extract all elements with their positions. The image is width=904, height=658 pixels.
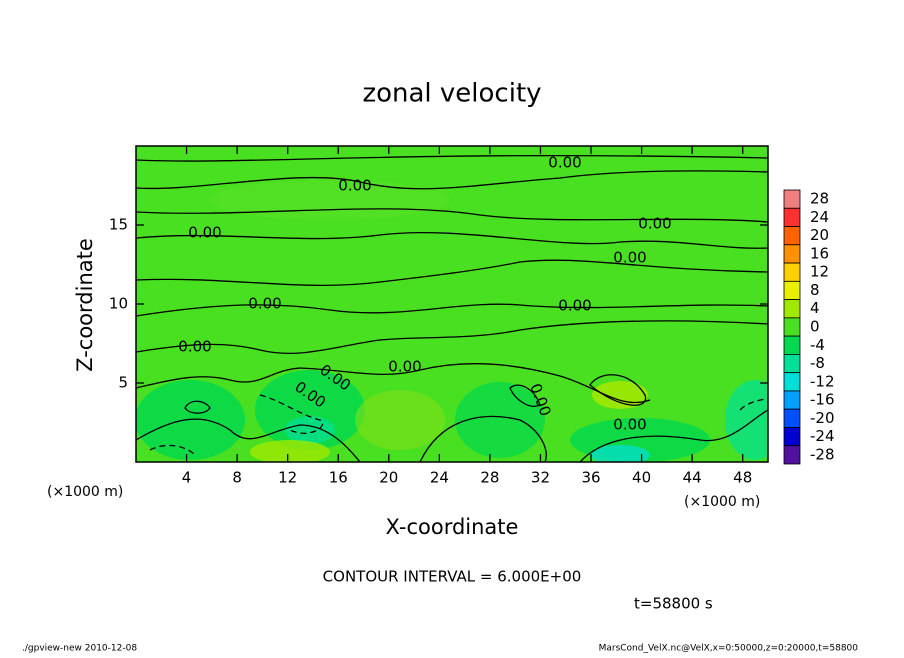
colorbar-label: -4	[810, 336, 825, 354]
x-tick-label: 28	[480, 469, 499, 487]
field-blob	[590, 445, 650, 462]
colorbar-box	[783, 262, 801, 282]
contour-lines	[136, 154, 768, 462]
x-tick-label: 40	[632, 469, 651, 487]
contour-interval: CONTOUR INTERVAL = 6.000E+00	[323, 568, 582, 586]
contour-label: 0.00	[638, 215, 671, 233]
x-tick-label: 12	[278, 469, 297, 487]
contour-label: 0.00	[248, 295, 281, 313]
colorbar-label: -12	[810, 372, 835, 390]
contour-label: 0.00	[338, 177, 371, 195]
colorbar-box	[783, 189, 801, 209]
colorbar-box	[783, 299, 801, 319]
colorbar-label: 16	[810, 244, 829, 262]
colorbar-label: 8	[810, 281, 820, 299]
x-tick-label: 24	[430, 469, 449, 487]
footer-right: MarsCond_VelX.nc@VelX,x=0:50000,z=0:2000…	[599, 644, 859, 654]
colorbar-box	[783, 390, 801, 410]
contour-label: 0.00	[178, 338, 211, 356]
contour-label: 0.00	[558, 297, 591, 315]
contour-label: 0.00	[388, 358, 421, 376]
colorbar-label: 28	[810, 190, 829, 208]
field-blob	[725, 380, 768, 460]
field-blob	[210, 180, 450, 220]
field-blob	[355, 390, 445, 450]
x-tick-label: 8	[232, 469, 242, 487]
x-unit: (×1000 m)	[684, 494, 760, 510]
colorbar-label: -8	[810, 354, 825, 372]
contour-label: 0.00	[548, 154, 581, 172]
x-tick-label: 44	[683, 469, 702, 487]
y-unit: (×1000 m)	[47, 484, 123, 500]
colorbar-label: -28	[810, 445, 835, 463]
y-tick-label: 5	[118, 374, 128, 392]
colorbar-box	[783, 244, 801, 264]
field-blob	[250, 440, 330, 462]
colorbar-box	[783, 335, 801, 355]
colorbar-box	[783, 207, 801, 227]
contour-label: 0.00	[613, 249, 646, 267]
colorbar-label: 0	[810, 318, 820, 336]
x-tick-label: 36	[581, 469, 600, 487]
x-tick-label: 20	[379, 469, 398, 487]
colorbar-box	[783, 445, 801, 465]
colorbar-box	[783, 427, 801, 447]
colorbar-label: -20	[810, 409, 835, 427]
footer-left: ./gpview-new 2010-12-08	[22, 644, 137, 654]
colorbar-label: 12	[810, 263, 829, 281]
x-tick-label: 16	[329, 469, 348, 487]
field	[136, 146, 768, 462]
colorbar-box	[783, 408, 801, 428]
colorbar-box	[783, 280, 801, 301]
colorbar-box	[783, 317, 801, 337]
colorbar-box	[783, 353, 801, 374]
x-tick-label: 48	[733, 469, 752, 487]
colorbar-label: -24	[810, 427, 835, 445]
chart-title: zonal velocity	[362, 79, 541, 109]
y-tick-label: 10	[109, 295, 128, 313]
field-blob	[136, 380, 245, 460]
colorbar-label: -16	[810, 391, 835, 409]
colorbar-label: 24	[810, 208, 829, 226]
contour-label: 0.00	[613, 416, 646, 434]
colorbar-label: 20	[810, 226, 829, 244]
y-tick-label: 15	[109, 216, 128, 234]
y-axis-label: Z-coordinate	[73, 238, 97, 372]
field-blob	[455, 382, 545, 458]
x-tick-label: 4	[182, 469, 192, 487]
x-axis-label: X-coordinate	[386, 515, 519, 539]
colorbar-box	[783, 372, 801, 392]
colorbar-box	[783, 226, 801, 246]
x-tick-label: 32	[531, 469, 550, 487]
time-label: t=58800 s	[634, 595, 713, 613]
colorbar-label: 4	[810, 299, 820, 317]
contour-label: 0.00	[188, 224, 221, 242]
field-blob	[285, 416, 335, 444]
